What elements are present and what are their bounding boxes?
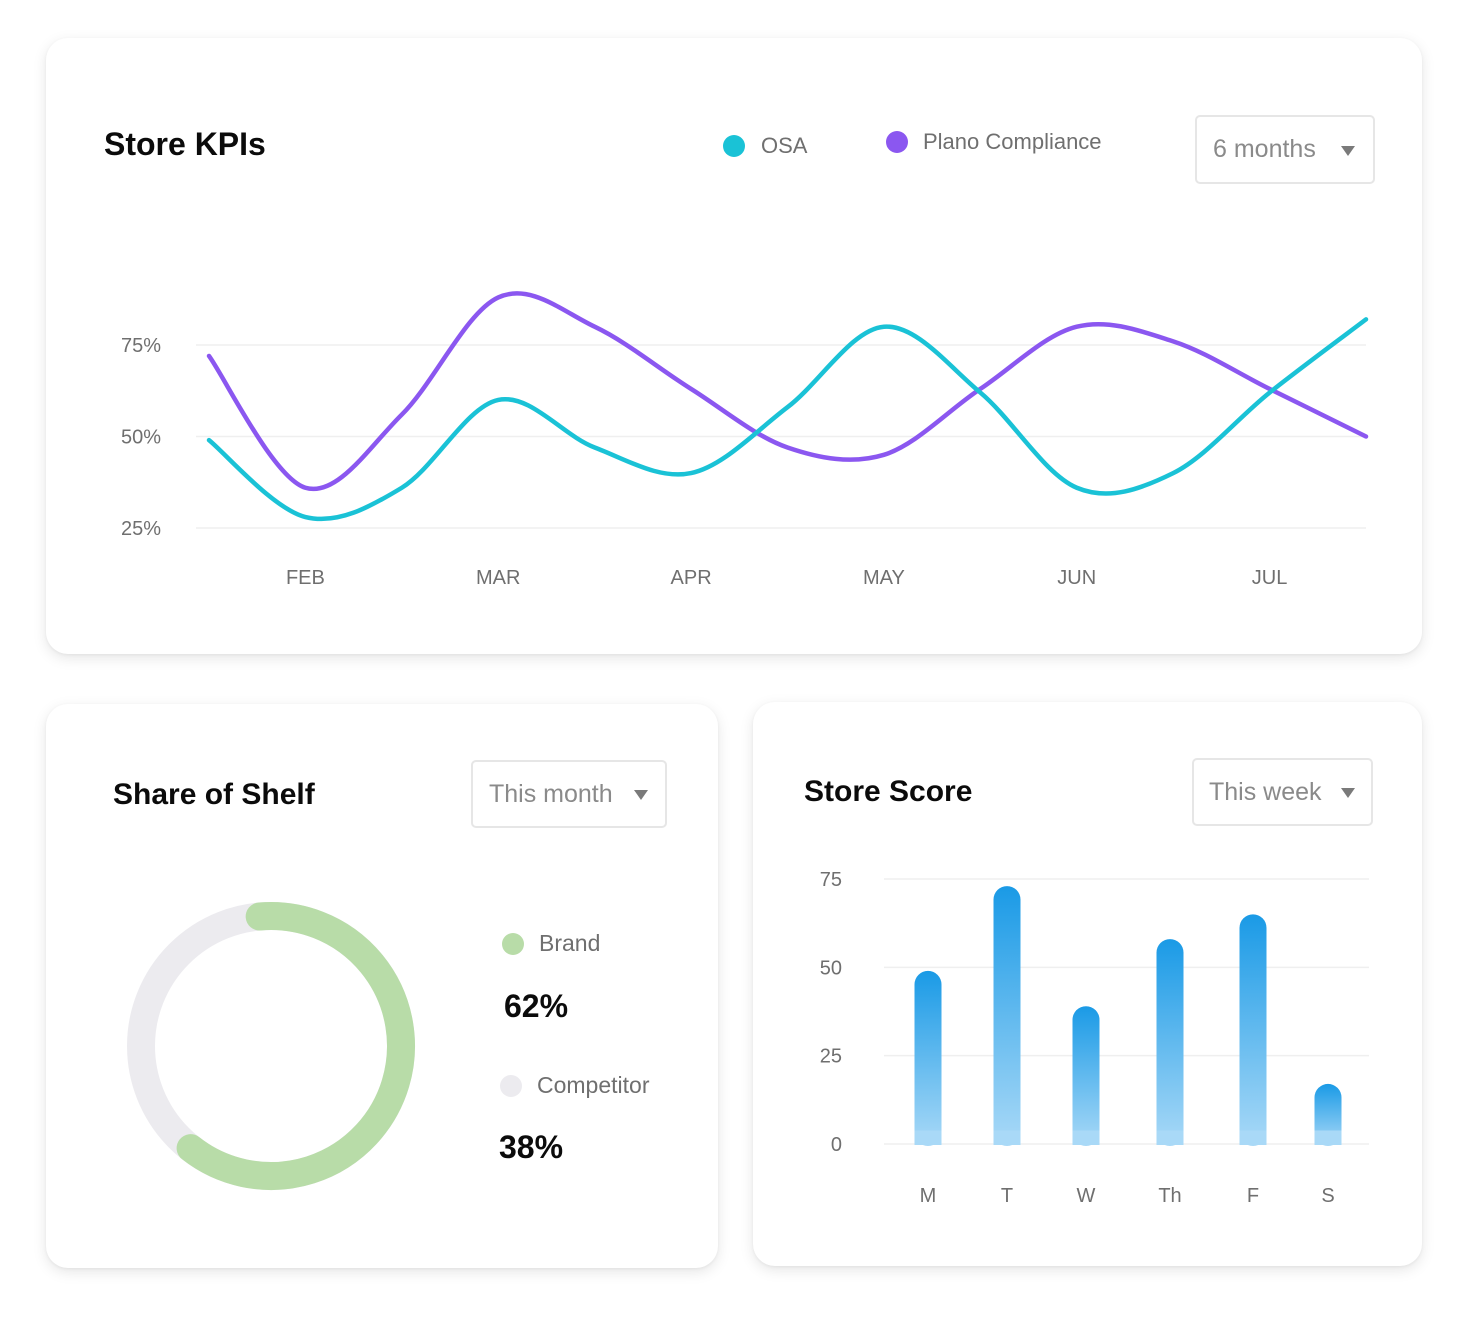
kpi-x-tick-label: JUN <box>1057 567 1096 589</box>
kpi-x-tick-label: APR <box>671 567 712 589</box>
score-x-tick-label: T <box>1001 1185 1013 1207</box>
score-bar-m <box>914 970 942 1146</box>
store-kpis-line-chart: 75% 50% 25% FEB MAR APR MAY JUN JUL <box>121 291 1369 589</box>
osa-legend-label: OSA <box>761 133 808 158</box>
score-bar-t <box>993 886 1021 1146</box>
score-bar-base <box>1239 1130 1267 1145</box>
score-bar-th <box>1156 939 1184 1146</box>
score-period-dropdown[interactable]: This week <box>1192 758 1373 826</box>
share-of-shelf-title: Share of Shelf <box>113 778 315 811</box>
kpi-y-tick-label: 75% <box>121 335 161 357</box>
brand-legend-label: Brand <box>539 930 601 956</box>
kpi-series-line-osa <box>206 317 1369 522</box>
plano-compliance-legend-dot <box>886 131 908 153</box>
score-y-tick-label: 75 <box>820 869 842 891</box>
osa-legend-dot <box>723 135 745 157</box>
kpi-period-dropdown[interactable]: 6 months <box>1195 115 1375 184</box>
legend-osa: OSA <box>723 133 807 159</box>
kpi-period-label: 6 months <box>1213 135 1316 163</box>
kpi-x-tick-label: MAY <box>863 567 905 589</box>
score-period-label: This week <box>1209 777 1322 806</box>
shelf-period-dropdown[interactable]: This month <box>471 760 667 828</box>
score-y-tick-label: 50 <box>820 957 842 979</box>
store-kpis-title: Store KPIs <box>104 126 266 162</box>
kpi-series-line-plano-compliance <box>206 291 1369 492</box>
score-bar-s <box>1314 1083 1342 1146</box>
score-x-tick-label: Th <box>1158 1185 1181 1207</box>
kpi-x-tick-label: FEB <box>286 567 325 589</box>
share-of-shelf-donut <box>127 902 415 1190</box>
legend-competitor: Competitor <box>500 1072 649 1099</box>
score-x-tick-label: S <box>1321 1185 1334 1207</box>
store-score-bar-chart: 75 50 25 0 M T W Th F S <box>820 869 1369 1207</box>
score-y-tick-label: 0 <box>831 1134 842 1156</box>
score-bar-base <box>1072 1130 1100 1145</box>
competitor-percentage: 38% <box>499 1129 564 1165</box>
kpi-x-tick-label: MAR <box>476 567 520 589</box>
score-x-tick-label: M <box>920 1185 937 1207</box>
legend-brand: Brand <box>502 930 600 957</box>
plano-compliance-legend-label: Plano Compliance <box>923 129 1102 154</box>
chevron-down-icon <box>1341 146 1355 156</box>
kpi-x-tick-label: JUL <box>1252 567 1288 589</box>
shelf-period-label: This month <box>489 779 613 808</box>
store-kpis-card: Store KPIs OSA Plano Compliance 6 months… <box>46 38 1422 654</box>
store-score-card: Store Score This week 75 50 25 0 M T W Th F S <box>753 702 1422 1266</box>
score-bar-f <box>1239 914 1267 1146</box>
score-bar-base <box>914 1130 942 1145</box>
chevron-down-icon <box>634 790 648 800</box>
score-bar-w <box>1072 1006 1100 1146</box>
score-bar-base <box>1156 1130 1184 1145</box>
share-of-shelf-card: Share of Shelf This month Brand 62% Comp… <box>46 704 718 1268</box>
competitor-legend-dot <box>500 1074 522 1097</box>
score-x-tick-label: W <box>1077 1185 1096 1207</box>
legend-plano-compliance: Plano Compliance <box>886 129 1102 155</box>
score-x-tick-label: F <box>1247 1185 1259 1207</box>
brand-legend-dot <box>502 932 524 955</box>
donut-brand-segment <box>176 902 415 1190</box>
score-bar-base <box>993 1130 1021 1145</box>
kpi-y-tick-label: 50% <box>121 427 161 449</box>
kpi-y-tick-label: 25% <box>121 518 161 540</box>
chevron-down-icon <box>1341 788 1355 798</box>
score-y-tick-label: 25 <box>820 1046 842 1068</box>
brand-percentage: 62% <box>504 988 569 1024</box>
score-bar-base <box>1314 1130 1342 1145</box>
store-score-title: Store Score <box>804 775 973 808</box>
competitor-legend-label: Competitor <box>537 1072 650 1098</box>
